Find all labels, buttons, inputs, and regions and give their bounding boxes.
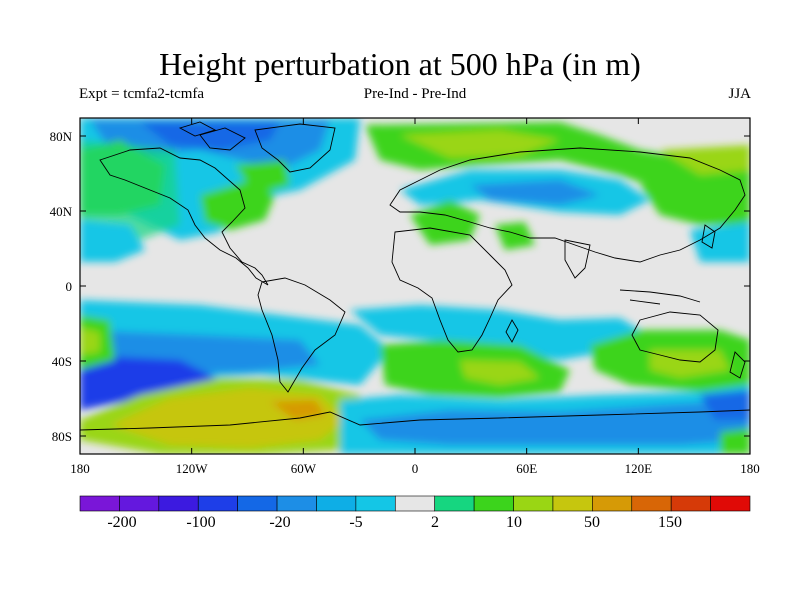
- colorbar-label: 2: [431, 514, 439, 531]
- coast-eurasia: [389, 147, 746, 263]
- lon-tick-label: 180: [740, 461, 760, 476]
- colorbar-swatch: [552, 495, 593, 512]
- lon-tick-label: 120E: [625, 461, 653, 476]
- comparison-label: Pre-Ind - Pre-Ind: [363, 86, 467, 102]
- colorbar-label: -100: [186, 514, 215, 531]
- coast-australia: [631, 311, 719, 363]
- colorbar-swatch: [355, 495, 396, 512]
- contour-sindian-positive-core: [460, 360, 540, 385]
- contour-eastasia-positive: [640, 175, 750, 225]
- coast-japan: [701, 224, 716, 249]
- coast-north-america: [99, 147, 269, 286]
- contour-antarctic-positive: [720, 428, 750, 454]
- lat-tick-label: 0: [66, 279, 73, 294]
- coast-africa: [391, 227, 513, 353]
- colorbar-swatch: [158, 495, 199, 512]
- experiment-label: Expt = tcmfa2-tcmfa: [79, 86, 205, 102]
- coast-arctic-islands: [178, 121, 246, 151]
- coast-greenland: [254, 123, 336, 173]
- colorbar-label: -20: [269, 514, 290, 531]
- contour-eurasia-positive-core: [400, 130, 560, 158]
- chart-title: Height perturbation at 500 hPa (in m): [159, 46, 641, 82]
- colorbar-label: -200: [107, 514, 136, 531]
- coast-south-america: [257, 277, 346, 393]
- contour-npacific-positive-2: [80, 140, 180, 240]
- colorbar-swatch: [631, 495, 672, 512]
- colorbar-label: 10: [506, 514, 522, 531]
- contour-canada-positive: [235, 160, 290, 195]
- colorbar-swatch: [119, 495, 160, 512]
- contour-saustralia-positive-core: [650, 350, 730, 378]
- lon-tick-label: 120W: [176, 461, 209, 476]
- longitude-axis: 180 120W 60W 0 60E 120E 180: [70, 118, 760, 476]
- colorbar-label: -5: [349, 514, 362, 531]
- lon-tick-label: 60W: [291, 461, 317, 476]
- coastlines: [80, 121, 750, 431]
- colorbar-swatch: [710, 495, 751, 512]
- season-label: JJA: [728, 86, 751, 102]
- contour-southern-ocean-positive-max: [270, 400, 325, 420]
- lon-tick-label: 180: [70, 461, 90, 476]
- colorbar-label: 50: [584, 514, 600, 531]
- colorbar: -200 -100 -20 -5 2 10 50 150: [79, 495, 751, 531]
- lat-tick-label: 40N: [50, 204, 73, 219]
- contour-arabia-positive: [495, 222, 535, 250]
- contour-centralasia-negative-core: [470, 180, 600, 205]
- contour-antarctic-negative-mid: [360, 400, 750, 445]
- coast-madagascar: [505, 319, 519, 343]
- coast-new-zealand: [729, 351, 746, 379]
- contour-tropics-negative: [350, 305, 640, 360]
- lat-tick-label: 80S: [52, 429, 72, 444]
- contour-spacific-positive-core: [80, 328, 100, 355]
- colorbar-swatch: [434, 495, 475, 512]
- lat-tick-label: 80N: [50, 129, 73, 144]
- contour-spacific-negative-core: [80, 355, 220, 410]
- colorbar-swatch: [670, 495, 711, 512]
- colorbar-label: 150: [658, 514, 682, 531]
- lon-tick-label: 0: [412, 461, 419, 476]
- lat-tick-label: 40S: [52, 354, 72, 369]
- contour-wnpacific-negative: [690, 222, 750, 262]
- coast-india: [564, 239, 591, 279]
- contour-nepacific-negative: [80, 220, 145, 262]
- latitude-axis: 80N 40N 0 40S 80S: [50, 129, 750, 444]
- colorbar-swatch: [592, 495, 633, 512]
- height-field: [80, 118, 750, 454]
- colorbar-swatch: [473, 495, 514, 512]
- coast-antarctica: [80, 409, 750, 431]
- lon-tick-label: 60E: [516, 461, 537, 476]
- colorbar-swatch: [237, 495, 278, 512]
- colorbar-swatch: [276, 495, 317, 512]
- colorbar-swatch: [197, 495, 238, 512]
- colorbar-swatch: [394, 495, 436, 512]
- colorbar-swatch: [79, 495, 120, 512]
- contour-antarctic-negative-core: [700, 390, 750, 420]
- contour-canada-core: [140, 122, 280, 150]
- coast-indonesia: [619, 289, 701, 305]
- colorbar-swatch: [513, 495, 554, 512]
- contour-siberia-positive-core: [660, 145, 750, 175]
- colorbar-swatch: [316, 495, 357, 512]
